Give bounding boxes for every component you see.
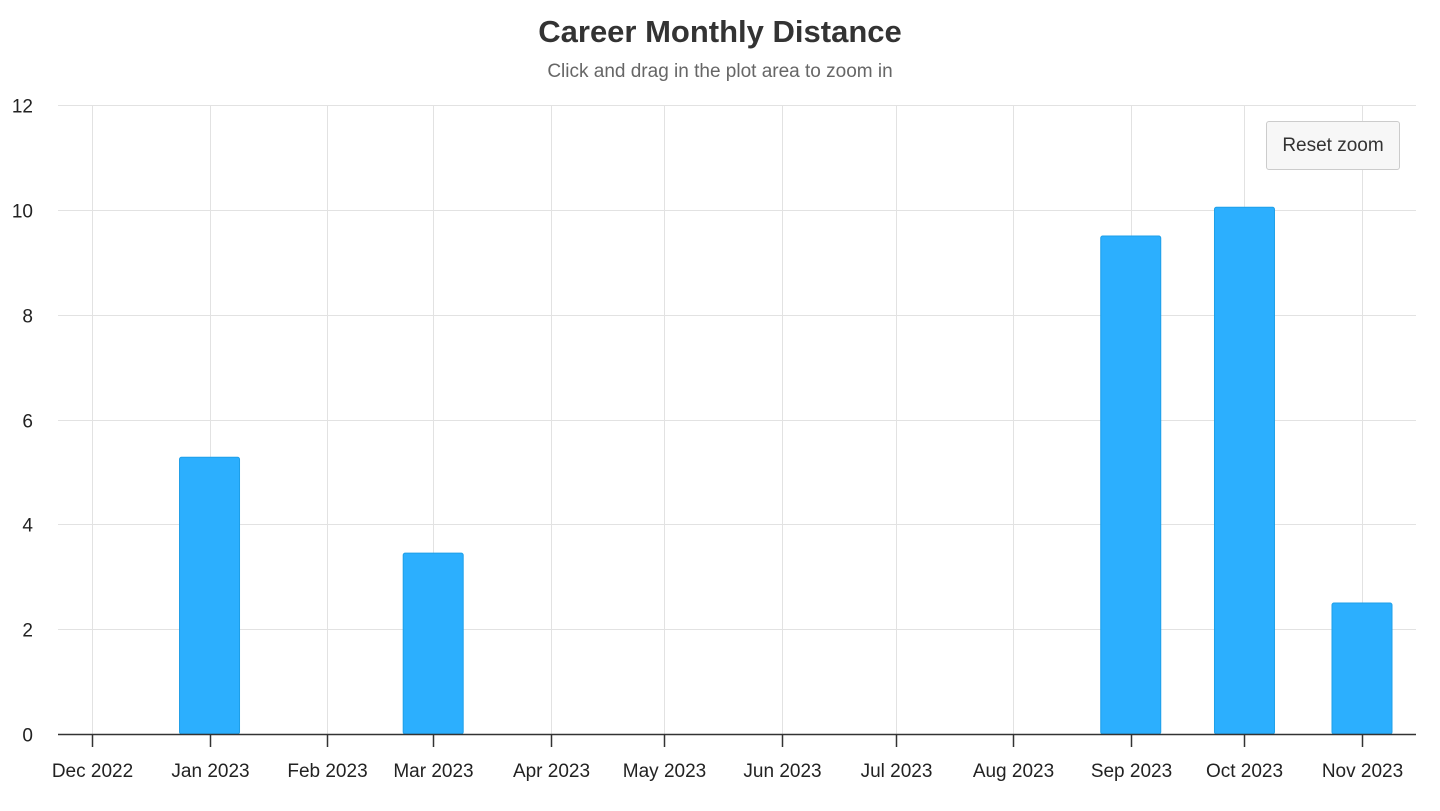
x-tick-label: Sep 2023 [1091,761,1172,782]
x-tick-label: Apr 2023 [513,761,590,782]
reset-zoom-button[interactable]: Reset zoom [1266,121,1400,170]
chart-subtitle: Click and drag in the plot area to zoom … [547,61,893,82]
bar-sep-2023 [1100,235,1162,735]
x-tick-label: Feb 2023 [287,761,367,782]
grid-layer [58,105,1416,734]
x-tick-label: Jun 2023 [743,761,821,782]
x-tick-label: Jul 2023 [861,761,933,782]
bar-oct-2023 [1213,206,1275,735]
bar-jan-2023 [179,456,241,735]
bar-nov-2023 [1331,602,1393,735]
bar-mar-2023 [402,552,464,735]
x-tick-label: Dec 2022 [52,761,133,782]
y-tick-label: 12 [12,97,33,118]
x-tick-label: Oct 2023 [1206,761,1283,782]
x-tick-label: May 2023 [623,761,706,782]
y-tick-label: 6 [22,412,33,433]
y-tick-label: 10 [12,202,33,223]
chart-title: Career Monthly Distance [538,14,902,49]
x-tick-label: Mar 2023 [393,761,473,782]
bars-layer [179,206,1393,735]
x-tick-label: Jan 2023 [171,761,249,782]
axis-layer [58,733,1416,747]
x-tick-label: Nov 2023 [1322,761,1403,782]
y-tick-label: 8 [22,307,33,328]
y-tick-label: 2 [22,621,33,642]
y-tick-label: 0 [22,726,33,747]
y-tick-label: 4 [22,516,33,537]
x-tick-label: Aug 2023 [973,761,1054,782]
labels-layer: 0 2 4 6 8 10 12 Dec 2022 Jan 2023 Feb 2023 Mar 202… [12,97,1403,783]
